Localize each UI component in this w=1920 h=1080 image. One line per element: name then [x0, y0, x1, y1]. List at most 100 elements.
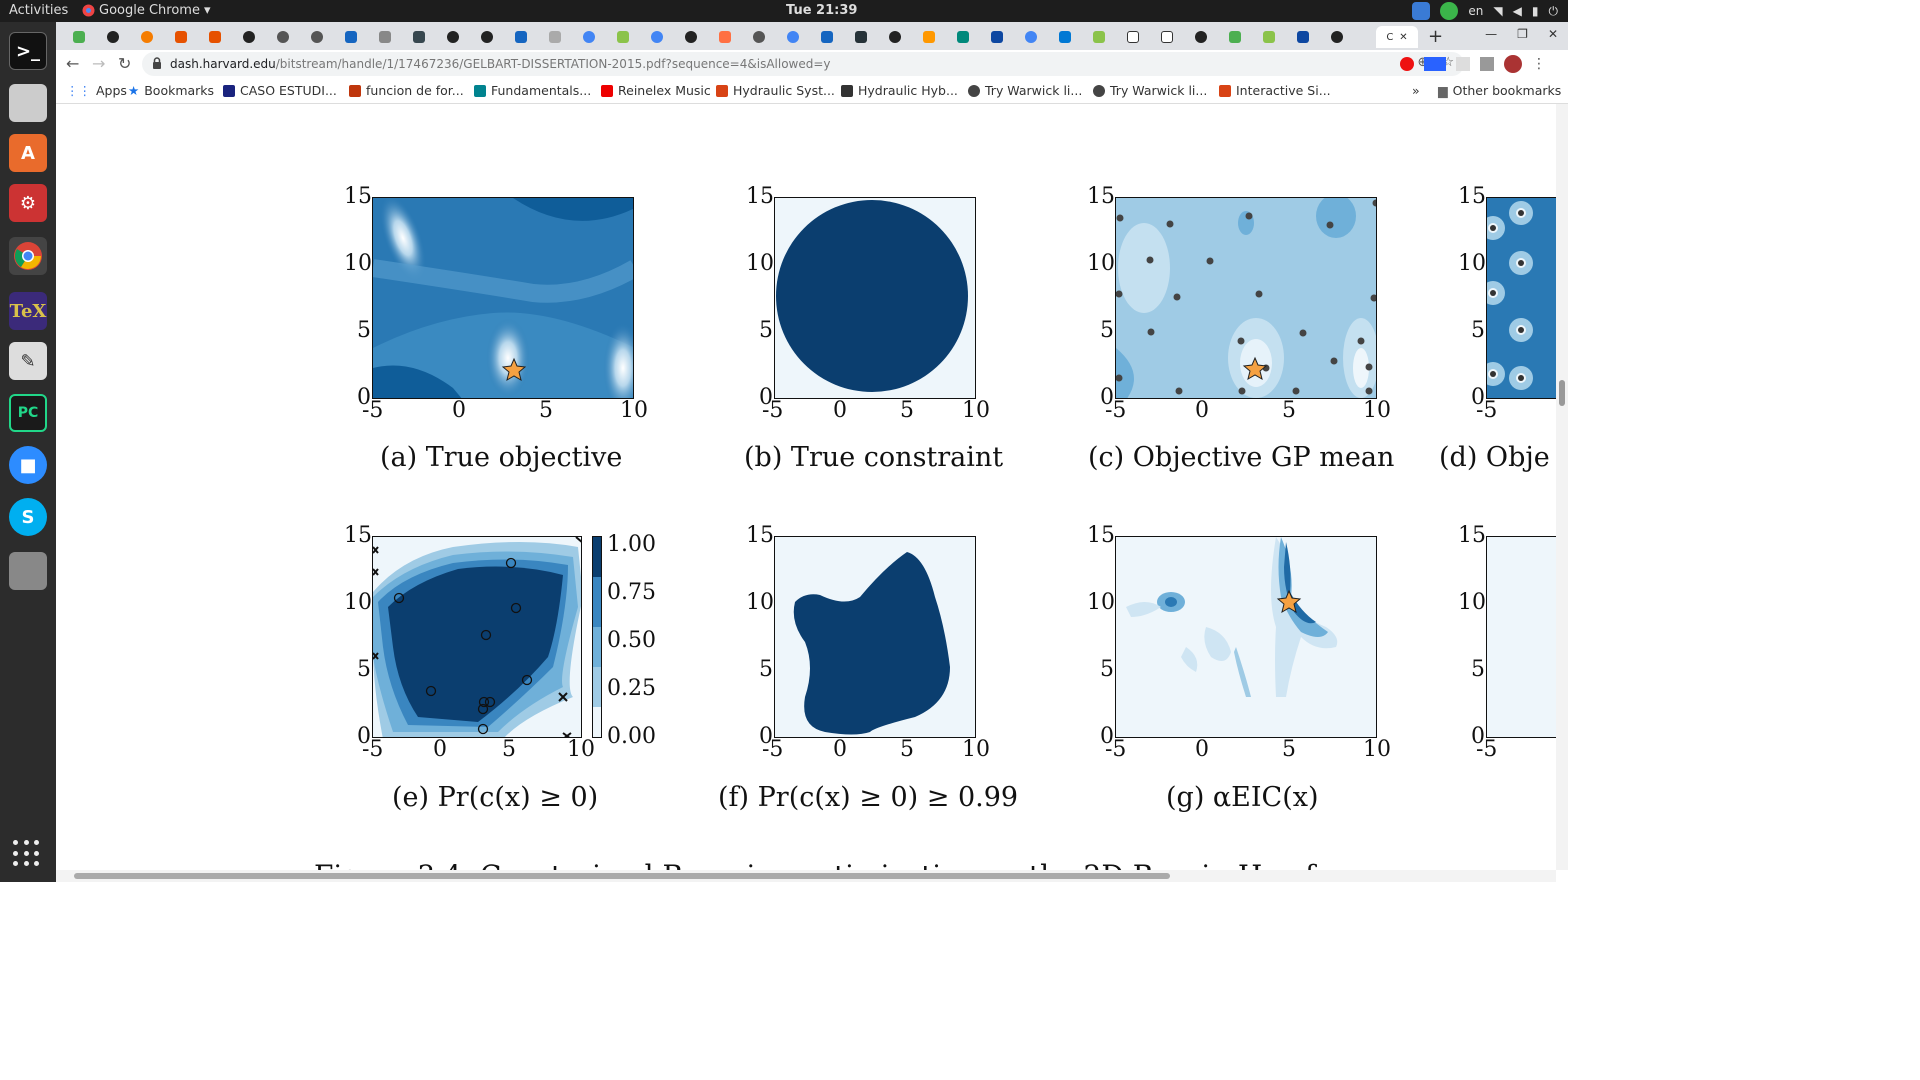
opera-icon[interactable]: [1400, 57, 1414, 71]
more-menu-icon[interactable]: ⋮: [1532, 56, 1546, 72]
volume-icon[interactable]: ◀: [1512, 4, 1522, 18]
zoom-tray-icon[interactable]: [1412, 2, 1431, 20]
horizontal-scrollbar[interactable]: [56, 870, 1556, 882]
app-menu[interactable]: Google Chrome ▾: [82, 3, 211, 18]
texmaker-icon[interactable]: TeX: [9, 292, 47, 330]
browser-tab[interactable]: [302, 26, 335, 48]
x-tick: 0: [1195, 737, 1209, 762]
browser-tab[interactable]: [506, 26, 539, 48]
bookmark-item[interactable]: funcion de for...: [349, 83, 464, 98]
browser-tab[interactable]: [268, 26, 301, 48]
bookmark-apps[interactable]: ⋮⋮ Apps: [66, 83, 127, 98]
language-indicator[interactable]: en: [1468, 4, 1484, 18]
bookmark-item[interactable]: Interactive Si...: [1219, 83, 1331, 98]
bookmark-item[interactable]: Reinelex Music: [601, 83, 711, 98]
browser-tab[interactable]: [1186, 26, 1219, 48]
browser-tab[interactable]: [200, 26, 233, 48]
browser-tab[interactable]: [166, 26, 199, 48]
browser-tab[interactable]: [1220, 26, 1253, 48]
show-apps-icon[interactable]: [13, 840, 41, 868]
browser-tab[interactable]: [1322, 26, 1355, 48]
browser-tab[interactable]: [1152, 26, 1185, 48]
close-tab-icon[interactable]: ✕: [1399, 31, 1408, 43]
reload-icon[interactable]: ↻: [118, 54, 132, 73]
browser-tab[interactable]: [336, 26, 369, 48]
browser-tab[interactable]: [574, 26, 607, 48]
browser-tab[interactable]: [64, 26, 97, 48]
forward-icon[interactable]: →: [92, 54, 106, 73]
bookmark-item[interactable]: Try Warwick li...: [968, 83, 1082, 98]
skype-icon[interactable]: S: [9, 498, 47, 536]
bookmarks-overflow-button[interactable]: »: [1412, 83, 1420, 98]
battery-icon[interactable]: ▮: [1531, 4, 1539, 18]
x-tick: 5: [900, 398, 914, 423]
vertical-scrollbar[interactable]: [1556, 104, 1568, 870]
tools-icon[interactable]: ⚙: [9, 184, 47, 222]
files-icon[interactable]: [9, 84, 47, 122]
browser-tab[interactable]: [472, 26, 505, 48]
address-bar[interactable]: dash.harvard.edu/bitstream/handle/1/1746…: [142, 52, 1464, 76]
browser-tab[interactable]: [676, 26, 709, 48]
scrollbar-thumb[interactable]: [1559, 380, 1565, 406]
active-tab[interactable]: C ✕: [1376, 26, 1418, 48]
bookmark-star-icon[interactable]: ☆: [1442, 55, 1454, 70]
terminal-icon[interactable]: >_: [9, 32, 47, 70]
check-tray-icon[interactable]: [1440, 2, 1459, 20]
browser-tab[interactable]: [948, 26, 981, 48]
browser-tab[interactable]: [404, 26, 437, 48]
minimize-icon[interactable]: —: [1485, 27, 1498, 41]
bookmark-item[interactable]: Hydraulic Hyb...: [841, 83, 958, 98]
new-tab-button[interactable]: +: [1428, 26, 1444, 47]
wifi-icon[interactable]: ◥: [1493, 4, 1503, 18]
browser-tab[interactable]: [608, 26, 641, 48]
browser-tab[interactable]: [914, 26, 947, 48]
browser-tab[interactable]: [744, 26, 777, 48]
browser-tab[interactable]: [438, 26, 471, 48]
browser-tab[interactable]: [98, 26, 131, 48]
browser-tab[interactable]: [1016, 26, 1049, 48]
browser-tab[interactable]: [370, 26, 403, 48]
browser-tab[interactable]: [234, 26, 267, 48]
browser-tab[interactable]: [982, 26, 1015, 48]
back-icon[interactable]: ←: [66, 54, 80, 73]
browser-tab[interactable]: [1118, 26, 1151, 48]
clock[interactable]: Tue 21:39: [786, 3, 858, 18]
bookmark-item[interactable]: Fundamentals...: [474, 83, 591, 98]
browser-tab[interactable]: [778, 26, 811, 48]
browser-tab[interactable]: [1288, 26, 1321, 48]
browser-tab[interactable]: [880, 26, 913, 48]
bookmark-item[interactable]: Hydraulic Syst...: [716, 83, 835, 98]
extension-icon[interactable]: [1456, 57, 1470, 71]
y-tick: 5: [1471, 318, 1485, 343]
browser-tab[interactable]: [1084, 26, 1117, 48]
text-editor-icon[interactable]: ✎: [9, 342, 47, 380]
pycharm-icon[interactable]: PC: [9, 394, 47, 432]
restore-icon[interactable]: ❐: [1517, 27, 1528, 41]
infeasible-markers: [373, 537, 581, 737]
other-bookmarks[interactable]: ▆ Other bookmarks: [1438, 83, 1562, 98]
bookmark-bookmarks[interactable]: ★ Bookmarks: [128, 83, 215, 98]
power-icon[interactable]: ⏻: [1548, 3, 1559, 18]
browser-tab[interactable]: [132, 26, 165, 48]
pdf-viewer[interactable]: 15 10 5 0 -5 0 5 10 (a) True objective 1…: [56, 104, 1556, 870]
new-extension-icon[interactable]: [1424, 57, 1446, 71]
scrollbar-thumb[interactable]: [74, 873, 1170, 879]
zoom-icon[interactable]: ■: [9, 446, 47, 484]
bookmark-item[interactable]: CASO ESTUDI...: [223, 83, 337, 98]
browser-tab[interactable]: [1050, 26, 1083, 48]
software-center-icon[interactable]: A: [9, 134, 47, 172]
browser-tab[interactable]: [710, 26, 743, 48]
browser-tab[interactable]: [642, 26, 675, 48]
browser-tab[interactable]: [540, 26, 573, 48]
activities-button[interactable]: Activities: [9, 3, 69, 18]
browser-tab[interactable]: [1254, 26, 1287, 48]
chrome-dock-icon[interactable]: [9, 237, 47, 275]
playlist-icon[interactable]: [1480, 57, 1494, 71]
bookmark-item[interactable]: Try Warwick li...: [1093, 83, 1207, 98]
scanner-icon[interactable]: [9, 552, 47, 590]
zoom-icon[interactable]: ⊕: [1417, 55, 1429, 70]
avatar[interactable]: [1504, 55, 1522, 73]
browser-tab[interactable]: [846, 26, 879, 48]
browser-tab[interactable]: [812, 26, 845, 48]
close-window-icon[interactable]: ✕: [1547, 27, 1558, 41]
